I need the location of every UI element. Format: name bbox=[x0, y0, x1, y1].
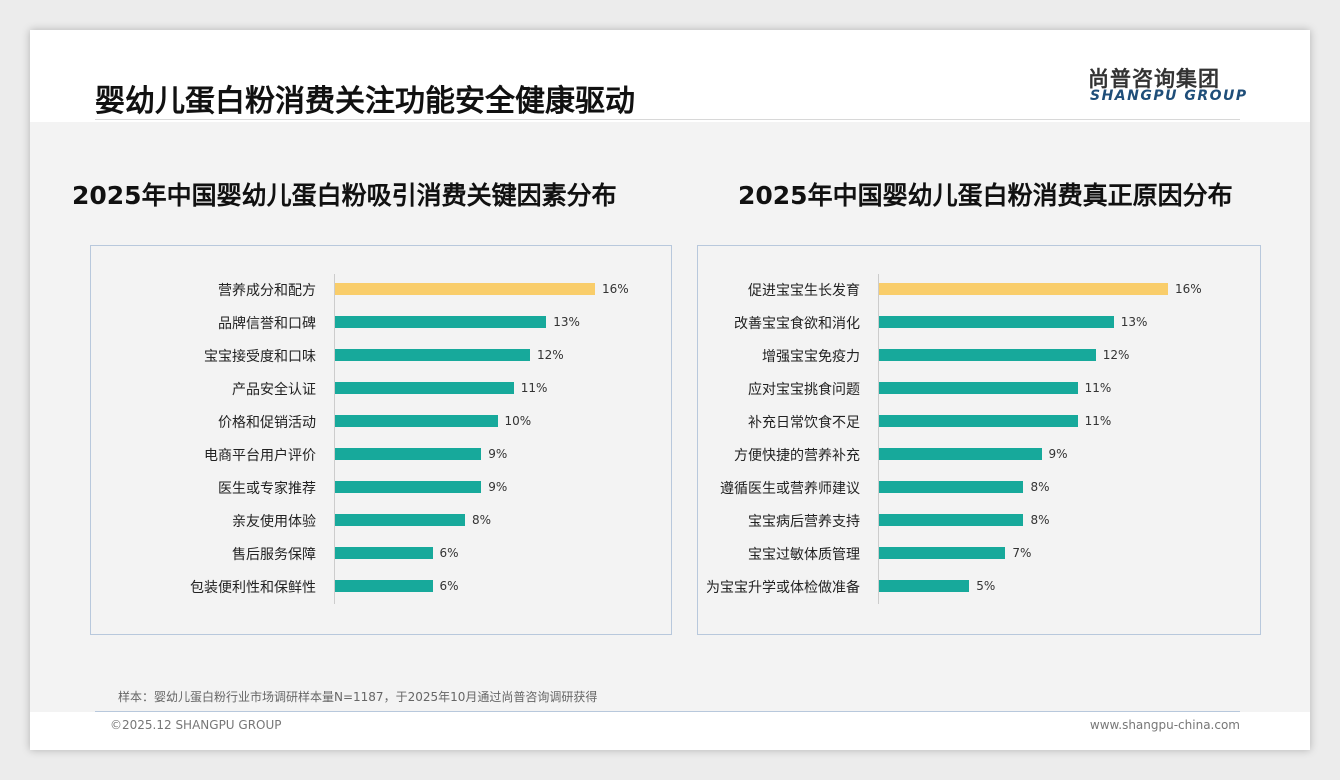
data-label: 12% bbox=[537, 348, 564, 362]
data-label: 8% bbox=[472, 513, 492, 527]
website-url: www.shangpu-china.com bbox=[1089, 718, 1240, 732]
category-label: 为宝宝升学或体检做准备 bbox=[706, 580, 860, 596]
bar bbox=[335, 349, 530, 361]
page-title: 婴幼儿蛋白粉消费关注功能安全健康驱动 bbox=[95, 84, 635, 119]
category-label: 电商平台用户评价 bbox=[204, 448, 316, 464]
category-label: 宝宝病后营养支持 bbox=[748, 514, 860, 530]
data-label: 9% bbox=[1048, 447, 1068, 461]
chart-right: 促进宝宝生长发育 16% 改善宝宝食欲和消化 13% 增强宝宝免疫力 12% 应对宝宝挑食问… bbox=[697, 245, 1261, 635]
bar bbox=[335, 316, 547, 328]
logo-text-cn: 尚普咨询集团 bbox=[1088, 67, 1220, 91]
data-label: 16% bbox=[1174, 282, 1202, 296]
data-label: 8% bbox=[1030, 513, 1050, 527]
data-label: 12% bbox=[1102, 348, 1130, 362]
footer-divider bbox=[95, 711, 1240, 712]
data-label: 7% bbox=[1012, 546, 1032, 560]
category-label: 产品安全认证 bbox=[232, 382, 316, 398]
sample-note: 样本：婴幼儿蛋白粉行业市场调研样本量N=1187，于2025年10月通过尚普咨询… bbox=[118, 690, 598, 704]
bar bbox=[335, 514, 465, 526]
data-label: 10% bbox=[504, 414, 532, 428]
category-label: 促进宝宝生长发育 bbox=[748, 283, 860, 299]
data-label: 6% bbox=[439, 579, 459, 593]
category-label: 宝宝接受度和口味 bbox=[204, 349, 316, 365]
category-label: 价格和促销活动 bbox=[218, 415, 316, 431]
bar bbox=[879, 547, 1006, 559]
category-label: 亲友使用体验 bbox=[232, 514, 316, 530]
bar bbox=[879, 415, 1078, 427]
bar bbox=[335, 382, 514, 394]
bar bbox=[335, 283, 595, 295]
bar bbox=[335, 448, 482, 460]
slide: 婴幼儿蛋白粉消费关注功能安全健康驱动 尚普咨询集团 SHANGPU GROUP … bbox=[30, 30, 1310, 750]
data-label: 11% bbox=[1084, 381, 1112, 395]
category-label: 方便快捷的营养补充 bbox=[734, 448, 860, 464]
category-label: 医生或专家推荐 bbox=[218, 481, 316, 497]
category-label: 增强宝宝免疫力 bbox=[762, 349, 860, 365]
category-label: 售后服务保障 bbox=[232, 547, 316, 563]
logo-text-en: SHANGPU GROUP bbox=[1090, 88, 1248, 104]
category-label: 营养成分和配方 bbox=[218, 283, 316, 299]
y-axis-line bbox=[334, 274, 335, 604]
category-label: 宝宝过敏体质管理 bbox=[748, 547, 860, 563]
data-label: 9% bbox=[488, 480, 508, 494]
bar bbox=[879, 580, 970, 592]
data-label: 5% bbox=[976, 579, 996, 593]
data-label: 16% bbox=[602, 282, 629, 296]
bar bbox=[335, 547, 433, 559]
bar bbox=[879, 448, 1042, 460]
bar bbox=[879, 514, 1024, 526]
category-label: 补充日常饮食不足 bbox=[748, 415, 860, 431]
bar bbox=[335, 481, 482, 493]
category-label: 遵循医生或营养师建议 bbox=[720, 481, 860, 497]
y-axis-line bbox=[878, 274, 879, 604]
category-label: 改善宝宝食欲和消化 bbox=[734, 316, 860, 332]
divider bbox=[95, 119, 1240, 120]
bar bbox=[335, 415, 498, 427]
bar bbox=[879, 316, 1114, 328]
bar bbox=[335, 580, 433, 592]
data-label: 11% bbox=[1084, 414, 1112, 428]
chart-title-left: 2025年中国婴幼儿蛋白粉吸引消费关键因素分布 bbox=[72, 181, 617, 210]
data-label: 13% bbox=[1120, 315, 1148, 329]
copyright: ©2025.12 SHANGPU GROUP bbox=[110, 718, 282, 732]
bar bbox=[879, 349, 1096, 361]
data-label: 9% bbox=[488, 447, 508, 461]
data-label: 13% bbox=[553, 315, 580, 329]
data-label: 6% bbox=[439, 546, 459, 560]
category-label: 包装便利性和保鲜性 bbox=[190, 580, 316, 596]
chart-left: 营养成分和配方 16% 品牌信誉和口碑 13% 宝宝接受度和口味 12% 产品安全认证 11%… bbox=[90, 245, 672, 635]
bar bbox=[879, 382, 1078, 394]
chart-title-right: 2025年中国婴幼儿蛋白粉消费真正原因分布 bbox=[738, 181, 1233, 210]
bar bbox=[879, 481, 1024, 493]
data-label: 8% bbox=[1030, 480, 1050, 494]
category-label: 品牌信誉和口碑 bbox=[218, 316, 316, 332]
category-label: 应对宝宝挑食问题 bbox=[748, 382, 860, 398]
bar bbox=[879, 283, 1168, 295]
data-label: 11% bbox=[520, 381, 548, 395]
